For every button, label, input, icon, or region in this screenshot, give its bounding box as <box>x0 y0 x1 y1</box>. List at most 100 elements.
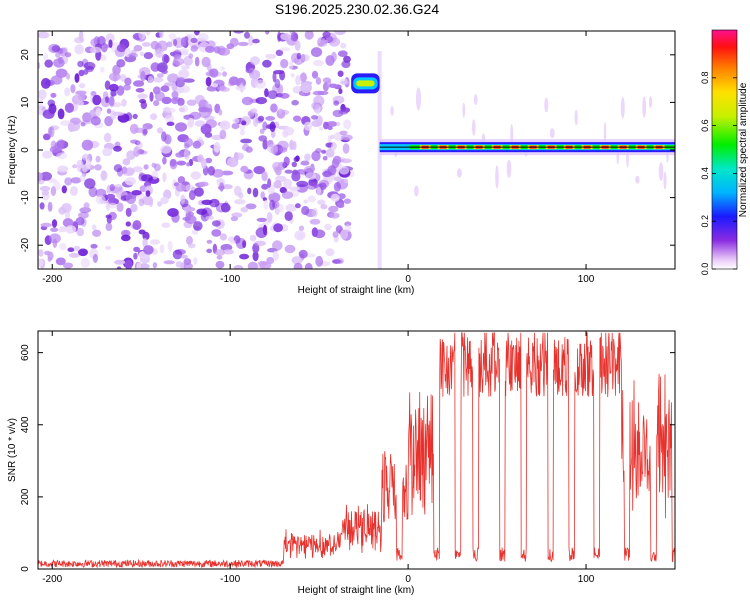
noise-blob <box>197 33 209 43</box>
noise-blob <box>179 48 189 54</box>
noise-blob <box>340 42 347 49</box>
signal-smear <box>473 94 478 106</box>
noise-blob <box>162 156 167 165</box>
noise-blob <box>125 193 137 204</box>
signal-smear <box>472 119 476 136</box>
noise-blob <box>329 212 340 219</box>
noise-blob <box>300 160 310 166</box>
noise-blob <box>92 229 102 237</box>
noise-blob <box>113 164 123 173</box>
noise-blob <box>167 208 179 217</box>
noise-blob <box>257 115 265 122</box>
noise-blob <box>270 103 278 113</box>
noise-blob <box>145 190 151 197</box>
noise-blob <box>304 262 313 269</box>
noise-blob <box>219 129 227 140</box>
noise-blob <box>259 261 272 269</box>
noise-blob <box>334 31 346 36</box>
noise-blob <box>151 170 159 180</box>
noise-blob <box>254 79 266 89</box>
noise-blob <box>284 169 293 174</box>
snr-panel: -200 -100 0 100 0 200 400 600 Height of straig… <box>7 330 676 596</box>
noise-blob <box>125 167 135 176</box>
noise-blob <box>222 249 234 255</box>
signal-smear <box>648 96 653 108</box>
noise-blob <box>57 165 69 173</box>
noise-blob <box>132 166 143 173</box>
noise-blob <box>59 243 67 251</box>
spectrogram-x-ticks: -200 -100 0 100 <box>42 31 595 285</box>
noise-blob <box>133 246 141 253</box>
y-tick-label: 0 <box>20 147 31 153</box>
noise-blob <box>210 202 216 208</box>
noise-blob <box>304 153 311 162</box>
noise-blob <box>219 87 230 92</box>
noise-blob <box>283 178 293 189</box>
noise-blob <box>43 52 49 61</box>
noise-blob <box>78 31 84 42</box>
noise-blob <box>197 154 204 163</box>
noise-blob <box>177 176 186 184</box>
y-tick-label: 0 <box>20 566 31 572</box>
x-tick-label: 100 <box>578 274 595 285</box>
noise-blob <box>313 183 324 189</box>
noise-blob <box>274 78 281 89</box>
noise-blob <box>116 266 122 269</box>
noise-blob <box>248 35 254 46</box>
noise-blob <box>178 69 190 79</box>
noise-blob <box>140 70 146 82</box>
noise-blob <box>332 155 342 165</box>
noise-blob <box>171 97 179 105</box>
noise-blob <box>112 111 125 116</box>
noise-blob <box>196 208 208 215</box>
colorbar-tick-label: 0.4 <box>700 167 710 180</box>
noise-blob <box>275 49 284 56</box>
noise-blob <box>176 77 185 83</box>
noise-blob <box>156 73 164 78</box>
noise-blob <box>253 116 259 127</box>
x-tick-label: -100 <box>220 274 240 285</box>
noise-blob <box>64 87 71 97</box>
noise-blob <box>110 89 117 97</box>
noise-blob <box>40 78 51 89</box>
noise-blob <box>50 227 59 232</box>
noise-blob <box>92 94 102 106</box>
noise-blob <box>50 186 57 197</box>
noise-blob <box>311 120 322 127</box>
noise-blob <box>39 202 45 210</box>
noise-blob <box>312 208 318 218</box>
noise-blob <box>262 139 269 150</box>
noise-blob <box>207 166 215 176</box>
noise-blob <box>194 94 205 105</box>
noise-blob <box>252 38 260 44</box>
noise-blob <box>83 202 90 210</box>
noise-blob <box>56 152 68 160</box>
noise-blob <box>105 33 115 43</box>
noise-blob <box>190 37 198 44</box>
noise-blob <box>168 33 177 40</box>
noise-blob <box>242 240 247 249</box>
noise-blob <box>337 193 346 200</box>
noise-blob <box>279 47 291 52</box>
x-tick-label: -100 <box>220 574 240 585</box>
noise-blob <box>303 199 308 204</box>
noise-blob <box>245 203 257 210</box>
noise-blob <box>256 217 267 222</box>
noise-blob <box>105 245 112 250</box>
noise-blob <box>67 122 75 133</box>
noise-blob <box>69 252 80 258</box>
noise-blob <box>150 113 158 121</box>
noise-blob <box>205 45 215 53</box>
colorbar-ticks: 0.0 0.2 0.4 0.6 0.8 <box>700 72 737 275</box>
noise-blob <box>310 47 323 58</box>
noise-blob <box>187 117 195 127</box>
noise-blob <box>305 172 317 180</box>
noise-blob <box>339 80 349 85</box>
noise-blob <box>186 162 191 167</box>
noise-blob <box>214 249 225 256</box>
noise-blob <box>166 41 173 48</box>
signal-smear <box>635 175 640 184</box>
